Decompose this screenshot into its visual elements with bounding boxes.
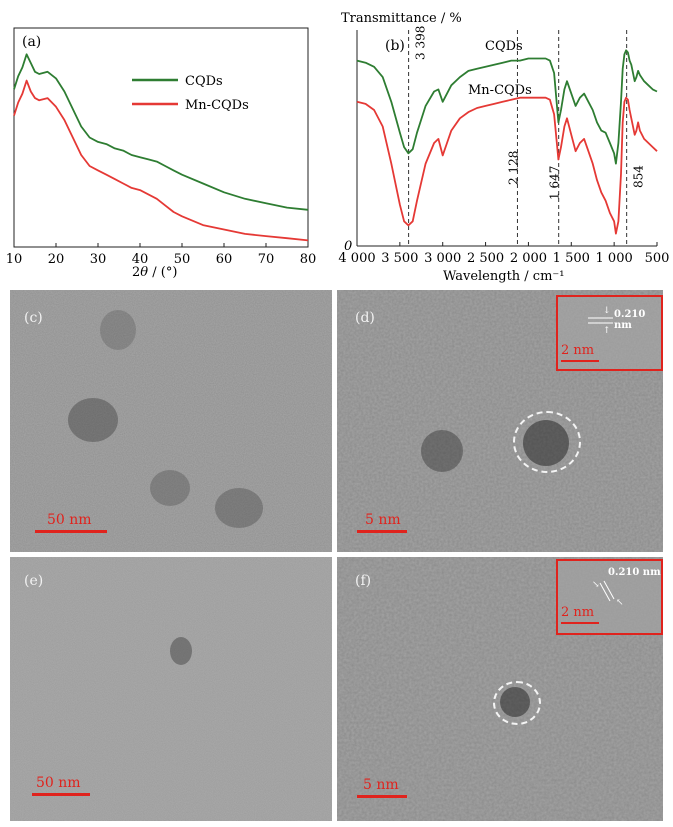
scale-bar-label-d: 5 nm: [365, 512, 401, 528]
hrtem-inset-d: ↓ ↑ 0.210 nm 2 nm: [556, 295, 663, 371]
svg-text:↓: ↓: [603, 306, 611, 316]
svg-text:↖: ↖: [616, 598, 624, 608]
ftir-peak-label: 1 647: [548, 166, 562, 200]
xrd-x-tick-label: 10: [6, 252, 23, 267]
xrd-plot-frame: [13, 27, 309, 248]
panel-label-f: (f): [355, 573, 372, 589]
scale-bar-line-c: [35, 530, 107, 533]
ftir-legend-label-cqds: CQDs: [485, 39, 523, 54]
xrd-x-tick-label: 40: [132, 252, 149, 267]
scale-bar-label-f: 5 nm: [363, 777, 399, 793]
xrd-chart: (a) 10 20 30 40 50 60 70 80 CQDs Mn-CQDs 2θ / (…: [6, 27, 317, 280]
scale-bar-line-d: [357, 530, 407, 533]
tem-texture-e: [10, 557, 332, 821]
ftir-panel-label: (b): [385, 38, 405, 54]
ftir-x-tick-label: 500: [645, 251, 670, 266]
nanoparticle-cluster: [68, 398, 118, 442]
ftir-peak-label: 3 398: [414, 26, 428, 60]
xrd-legend: CQDs Mn-CQDs: [132, 74, 249, 113]
xrd-legend-label-mn-cqds: Mn-CQDs: [185, 98, 249, 113]
xrd-x-tick-label: 20: [48, 252, 65, 267]
xrd-x-axis-label: 2θ / (°): [132, 265, 177, 280]
ftir-x-tick-label: 2 000: [510, 251, 547, 266]
ftir-peak-label: 854: [632, 165, 646, 188]
ftir-y-zero-label: 0: [344, 239, 352, 254]
inset-scale-bar-f: [561, 622, 599, 624]
xrd-x-tick-label: 50: [174, 252, 191, 267]
scale-bar-label-e: 50 nm: [36, 775, 81, 791]
inset-texture-d: ↓ ↑: [558, 297, 661, 369]
xrd-x-tick-label: 60: [216, 252, 233, 267]
nanoparticle-cluster: [150, 470, 190, 506]
tem-image-f: ↘ ↖ 0.210 nm 2 nm (f) 5 nm: [337, 557, 663, 821]
highlight-circle-f: [493, 681, 541, 725]
scale-bar-line-f: [357, 795, 407, 798]
ftir-y-axis-label: Transmittance / %: [341, 11, 462, 26]
ftir-x-tick-label: 3 500: [381, 251, 418, 266]
tem-image-e: (e) 50 nm: [10, 557, 332, 821]
svg-text:↘: ↘: [592, 580, 600, 590]
inset-scale-label-d: 2 nm: [561, 343, 595, 358]
nanoparticle-cluster: [215, 488, 263, 528]
highlight-circle-d: [513, 411, 581, 473]
scale-bar-label-c: 50 nm: [47, 512, 92, 528]
ftir-x-tick-label: 2 500: [467, 251, 504, 266]
inset-scale-bar-d: [561, 360, 599, 362]
xrd-legend-label-cqds: CQDs: [185, 74, 223, 89]
xrd-x-tick-label: 80: [300, 252, 317, 267]
ftir-x-tick-label: 4 000: [338, 251, 375, 266]
ftir-x-tick-label: 3 000: [424, 251, 461, 266]
nanoparticle-cluster: [170, 637, 192, 665]
nanoparticle-cluster: [100, 310, 136, 350]
panel-label-e: (e): [24, 573, 44, 589]
inset-spacing-label-f: 0.210 nm: [608, 567, 661, 578]
inset-spacing-label-d: 0.210 nm: [614, 309, 646, 331]
tem-image-c: (c) 50 nm: [10, 290, 332, 552]
ftir-chart: Transmittance / % 0 (b) 4 000 3 500 3 000 2…: [338, 11, 670, 284]
xrd-panel-label: (a): [22, 34, 41, 50]
ftir-x-axis-label: Wavelength / cm⁻¹: [443, 269, 565, 284]
hrtem-inset-f: ↘ ↖ 0.210 nm 2 nm: [556, 559, 663, 635]
svg-text:↑: ↑: [603, 326, 611, 336]
scale-bar-line-e: [32, 793, 90, 796]
panel-label-c: (c): [24, 310, 43, 326]
ftir-series-line-cqds: [356, 49, 658, 165]
xrd-x-tick-label: 70: [258, 252, 275, 267]
ftir-peak-label: 2 128: [506, 151, 520, 185]
xrd-x-tick-label: 30: [90, 252, 107, 267]
inset-texture-f: ↘ ↖: [558, 561, 661, 633]
tem-image-d: ↓ ↑ 0.210 nm 2 nm (d) 5 nm: [337, 290, 663, 552]
panel-label-d: (d): [355, 310, 375, 326]
inset-scale-label-f: 2 nm: [561, 605, 595, 620]
xrd-series-line-mn-cqds: [13, 79, 309, 242]
xrd-series-line-cqds: [13, 53, 309, 211]
tem-texture-c: [10, 290, 332, 552]
ftir-x-tick-label: 1 000: [596, 251, 633, 266]
ftir-series-line-mn-cqds: [356, 96, 658, 235]
ftir-legend-label-mn-cqds: Mn-CQDs: [468, 83, 532, 98]
nanoparticle: [421, 430, 463, 472]
ftir-x-tick-label: 1 500: [553, 251, 590, 266]
